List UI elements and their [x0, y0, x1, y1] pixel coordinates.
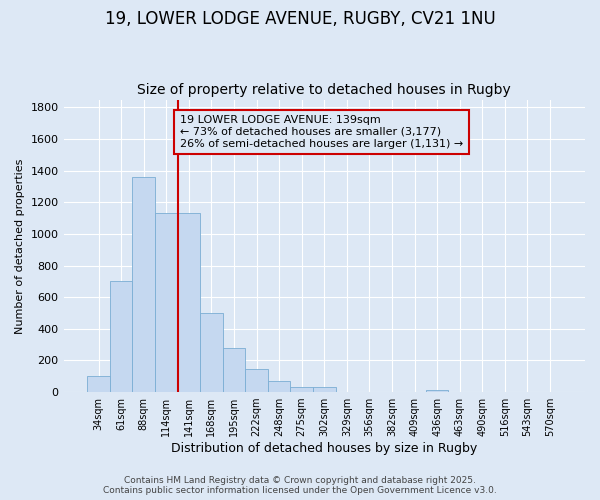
- Text: 19 LOWER LODGE AVENUE: 139sqm
← 73% of detached houses are smaller (3,177)
26% o: 19 LOWER LODGE AVENUE: 139sqm ← 73% of d…: [180, 116, 463, 148]
- Text: 19, LOWER LODGE AVENUE, RUGBY, CV21 1NU: 19, LOWER LODGE AVENUE, RUGBY, CV21 1NU: [104, 10, 496, 28]
- Title: Size of property relative to detached houses in Rugby: Size of property relative to detached ho…: [137, 83, 511, 97]
- Bar: [178, 214, 200, 392]
- Y-axis label: Number of detached properties: Number of detached properties: [15, 158, 25, 334]
- Bar: [110, 282, 133, 392]
- Bar: [268, 381, 290, 392]
- Bar: [245, 369, 268, 392]
- X-axis label: Distribution of detached houses by size in Rugby: Distribution of detached houses by size …: [171, 442, 478, 455]
- Bar: [155, 214, 178, 392]
- Bar: [290, 386, 313, 392]
- Bar: [313, 388, 335, 392]
- Bar: [133, 177, 155, 392]
- Bar: [426, 390, 448, 392]
- Bar: [223, 348, 245, 392]
- Text: Contains HM Land Registry data © Crown copyright and database right 2025.
Contai: Contains HM Land Registry data © Crown c…: [103, 476, 497, 495]
- Bar: [200, 313, 223, 392]
- Bar: [87, 376, 110, 392]
